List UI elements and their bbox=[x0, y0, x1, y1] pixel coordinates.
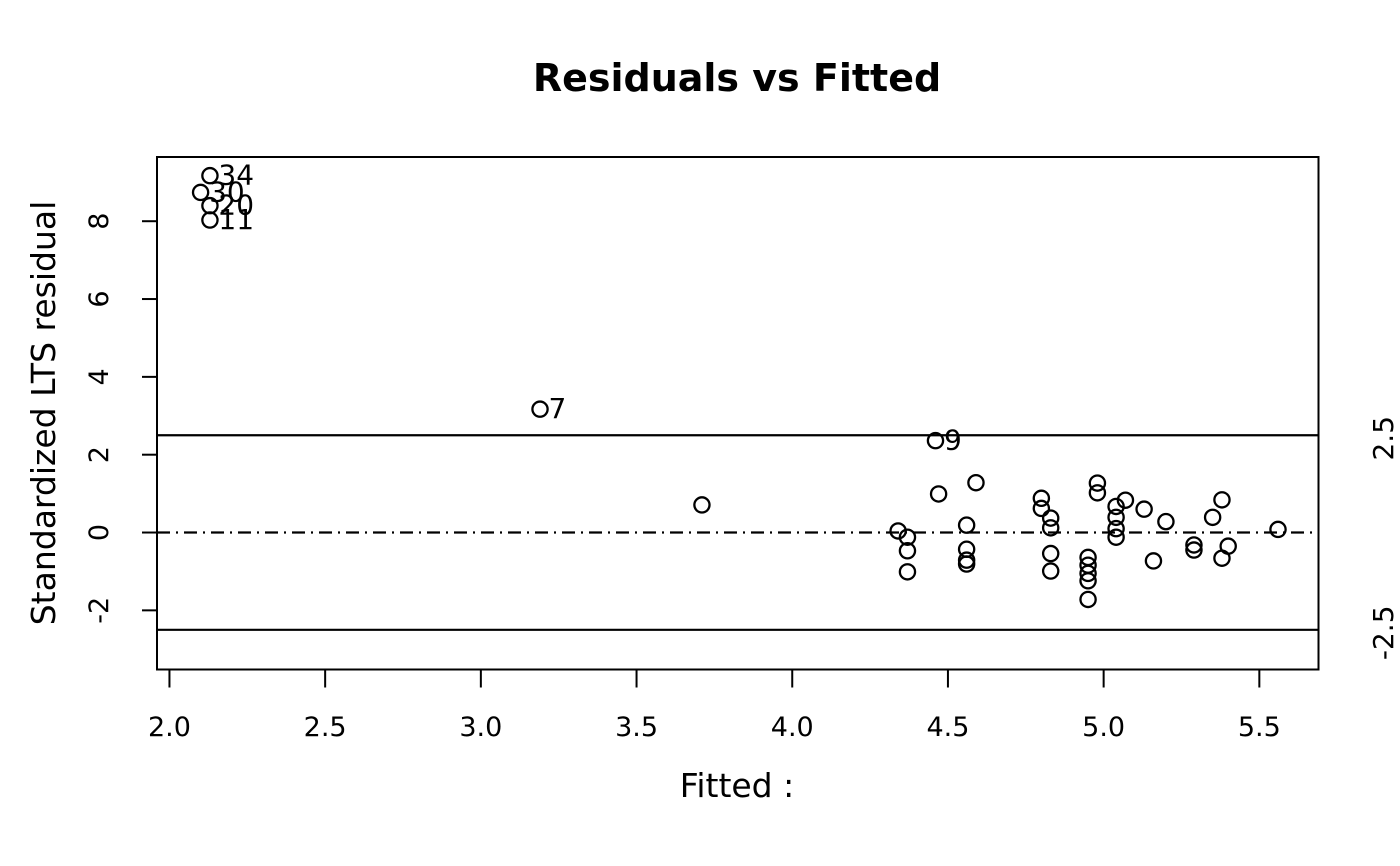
data-point bbox=[1088, 474, 1107, 492]
data-point bbox=[1185, 541, 1203, 559]
data-point bbox=[1032, 489, 1051, 508]
data-point bbox=[1041, 519, 1060, 537]
x-axis-label: Fitted : bbox=[680, 766, 795, 805]
x-tick-label: 4.5 bbox=[926, 712, 969, 743]
y-tick-label: 4 bbox=[84, 368, 115, 385]
x-tick-label: 2.0 bbox=[148, 712, 191, 743]
data-points bbox=[191, 166, 1287, 609]
data-point-label: 34 bbox=[218, 159, 254, 192]
x-axis: 2.0 2.5 3.0 3.5 4.0 4.5 5.0 5.5 bbox=[148, 669, 1281, 743]
x-tick-label: 3.5 bbox=[615, 712, 658, 743]
x-tick-label: 5.0 bbox=[1082, 712, 1125, 743]
plot-box bbox=[156, 156, 1320, 671]
data-point bbox=[929, 485, 948, 503]
y-axis-label: Standardized LTS residual bbox=[24, 201, 63, 626]
data-point bbox=[926, 431, 945, 450]
data-point bbox=[1213, 549, 1231, 567]
x-tick-label: 2.5 bbox=[304, 712, 347, 743]
plot-title: Residuals vs Fitted bbox=[533, 56, 941, 100]
data-point bbox=[1041, 544, 1060, 563]
y-tick-label: 2 bbox=[84, 446, 115, 463]
data-point bbox=[1157, 512, 1175, 531]
data-point bbox=[1185, 536, 1203, 554]
data-point-label: 30 bbox=[209, 175, 245, 208]
data-point bbox=[1107, 528, 1125, 546]
x-tick-label: 5.5 bbox=[1238, 712, 1281, 743]
y-tick-label: -2 bbox=[84, 597, 115, 624]
data-point bbox=[1116, 491, 1135, 509]
data-point bbox=[531, 400, 549, 418]
data-point-label: 9 bbox=[944, 424, 962, 457]
data-point bbox=[1107, 519, 1125, 538]
data-point bbox=[889, 522, 907, 540]
data-point bbox=[1107, 497, 1125, 516]
data-point bbox=[693, 496, 711, 514]
data-point bbox=[201, 211, 219, 229]
data-point-label: 20 bbox=[218, 189, 254, 222]
right-threshold-label: 2.5 bbox=[1367, 416, 1400, 461]
data-point bbox=[1079, 564, 1097, 583]
data-point bbox=[1213, 491, 1231, 509]
data-point bbox=[191, 183, 210, 202]
data-point bbox=[1135, 500, 1153, 518]
data-point bbox=[898, 528, 917, 546]
y-axis: -2 0 2 4 6 8 bbox=[84, 213, 157, 624]
data-point bbox=[1144, 552, 1163, 570]
data-point bbox=[1269, 520, 1287, 539]
data-point bbox=[967, 473, 985, 492]
y-tick-label: 8 bbox=[84, 213, 115, 230]
data-point bbox=[1107, 508, 1125, 527]
data-point bbox=[1088, 484, 1107, 502]
data-point bbox=[1079, 572, 1097, 590]
reference-lines bbox=[157, 434, 1319, 631]
data-point bbox=[1041, 562, 1060, 580]
data-point bbox=[1203, 508, 1222, 527]
data-point bbox=[1079, 590, 1097, 609]
data-point-label: 11 bbox=[218, 203, 254, 236]
data-point bbox=[1032, 499, 1051, 518]
data-point bbox=[898, 563, 917, 581]
right-threshold-label: -2.5 bbox=[1367, 605, 1400, 660]
right-margin-labels: 2.5 -2.5 bbox=[1367, 416, 1400, 660]
data-point bbox=[957, 555, 976, 573]
data-point-label: 7 bbox=[549, 392, 567, 425]
y-tick-label: 0 bbox=[84, 524, 115, 541]
data-point bbox=[1041, 509, 1060, 527]
data-point bbox=[957, 516, 976, 534]
x-tick-label: 3.0 bbox=[459, 712, 502, 743]
y-tick-label: 6 bbox=[84, 290, 115, 307]
x-tick-label: 4.0 bbox=[771, 712, 814, 743]
data-point bbox=[898, 542, 917, 560]
data-point bbox=[201, 166, 219, 185]
